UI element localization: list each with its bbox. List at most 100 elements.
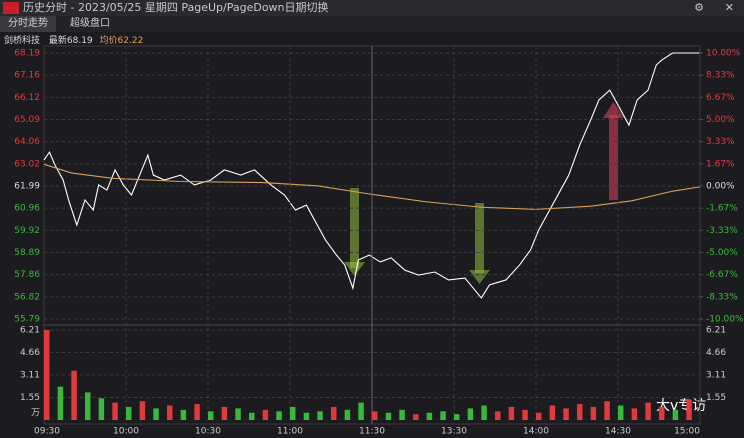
x-tick-label: 09:30	[34, 427, 60, 437]
app-icon	[3, 2, 19, 14]
volume-bar	[672, 409, 679, 420]
y2-tick-label: -10.00%	[706, 315, 744, 325]
volume-bar	[372, 411, 378, 420]
volume-bar	[71, 370, 77, 420]
y-tick-label: 56.82	[14, 292, 40, 302]
volume-bar	[399, 409, 405, 420]
volume-bar	[454, 414, 460, 420]
y-tick-label: 55.79	[14, 315, 40, 325]
latest-price: 最新68.19	[48, 36, 93, 46]
y2-tick-label: 0.00%	[706, 182, 735, 192]
x-tick-label: 11:00	[277, 427, 303, 437]
volume-bar	[235, 408, 241, 420]
volume-bar	[85, 392, 91, 420]
volume-bar	[153, 408, 159, 420]
y-tick-label: 57.86	[14, 270, 40, 280]
y2-tick-label: -5.00%	[706, 248, 738, 258]
volume-bar	[139, 401, 146, 420]
y-tick-label: 65.09	[14, 115, 40, 125]
volume-bar	[536, 412, 542, 420]
volume-bar	[440, 411, 446, 420]
tab-bar: 分时走势 超级盘口	[0, 16, 744, 32]
volume-bar	[522, 409, 528, 420]
x-tick-label: 10:00	[113, 427, 139, 437]
watermark: 大v专访	[656, 398, 706, 414]
down-marker	[475, 203, 484, 273]
volume-bar	[344, 409, 351, 420]
x-tick-label: 14:30	[605, 427, 631, 437]
volume-bar	[112, 402, 118, 420]
average-price: 均价62.22	[99, 36, 144, 46]
y-tick-label: 64.06	[14, 137, 40, 147]
volume-bar	[467, 408, 474, 420]
volume-bar	[331, 406, 337, 420]
volume-bar	[385, 412, 392, 420]
volume-bar	[249, 412, 255, 420]
y-tick-label: 3.11	[20, 370, 40, 380]
volume-bar	[426, 412, 433, 420]
volume-bar	[495, 411, 501, 420]
y2-tick-label: 5.00%	[706, 115, 735, 125]
y2-tick-label: 10.00%	[706, 49, 741, 59]
down-marker	[350, 188, 359, 268]
volume-bar	[208, 411, 214, 420]
y2-tick-label: 1.55	[706, 393, 726, 403]
y-tick-label: 1.55	[20, 393, 40, 403]
y2-tick-label: 6.21	[706, 326, 726, 336]
volume-bar	[631, 408, 638, 420]
y-tick-label: 61.99	[14, 182, 40, 192]
volume-bar	[98, 398, 105, 420]
x-tick-label: 11:30	[359, 427, 385, 437]
y2-tick-label: -1.67%	[706, 204, 738, 214]
x-tick-label: 14:00	[523, 427, 549, 437]
volume-bar	[194, 404, 200, 420]
x-tick-label: 13:30	[441, 427, 467, 437]
y-tick-label: 58.89	[14, 248, 40, 258]
volume-bar	[303, 412, 310, 420]
volume-bar	[481, 405, 487, 420]
volume-bar	[57, 386, 64, 420]
volume-bar	[44, 330, 50, 420]
volume-bar	[276, 411, 282, 420]
tab[interactable]: 超级盘口	[70, 18, 110, 29]
volume-bar	[317, 411, 323, 420]
volume-bar	[604, 401, 610, 420]
close-button[interactable]: ✕	[724, 1, 734, 14]
y2-tick-label: 6.67%	[706, 93, 735, 103]
markers	[344, 102, 624, 284]
volume-bar	[290, 406, 296, 420]
y-tick-label: 59.92	[14, 226, 40, 236]
volume-bar	[618, 405, 624, 420]
down-marker-head	[344, 262, 365, 276]
volume-bar	[126, 406, 132, 420]
volume-bar	[590, 406, 597, 420]
y-tick-label: 66.12	[14, 93, 40, 103]
y2-tick-label: 1.67%	[706, 159, 735, 169]
gear-icon[interactable]: ⚙	[694, 1, 704, 14]
y-tick-label: 68.19	[14, 49, 40, 59]
quote-info: 剑桥科技 最新68.19 均价62.22	[4, 33, 143, 46]
volume-bar	[686, 399, 692, 420]
x-tick-label: 10:30	[195, 427, 221, 437]
up-marker	[609, 115, 618, 200]
volume-bar	[167, 405, 173, 420]
volume-bar	[549, 405, 556, 420]
tab[interactable]: 分时走势	[0, 16, 56, 32]
y2-tick-label: 8.33%	[706, 71, 735, 81]
down-marker-head	[469, 270, 490, 284]
window-title: 历史分时 - 2023/05/25 星期四 PageUp/PageDown日期切…	[23, 1, 329, 14]
volume-bar	[358, 402, 364, 420]
volume-bar	[262, 409, 269, 420]
volume-bar	[180, 409, 187, 420]
y-tick-label: 63.02	[14, 159, 40, 169]
y-tick-label: 60.96	[14, 204, 40, 214]
volume-bar	[645, 402, 651, 420]
volume-bar	[577, 404, 583, 420]
y2-tick-label: -6.67%	[706, 270, 738, 280]
volume-bar	[563, 408, 569, 420]
y2-tick-label: 3.33%	[706, 137, 735, 147]
price-line	[43, 52, 700, 299]
volume-bar	[413, 414, 419, 420]
y2-tick-label: 3.11	[706, 370, 726, 380]
